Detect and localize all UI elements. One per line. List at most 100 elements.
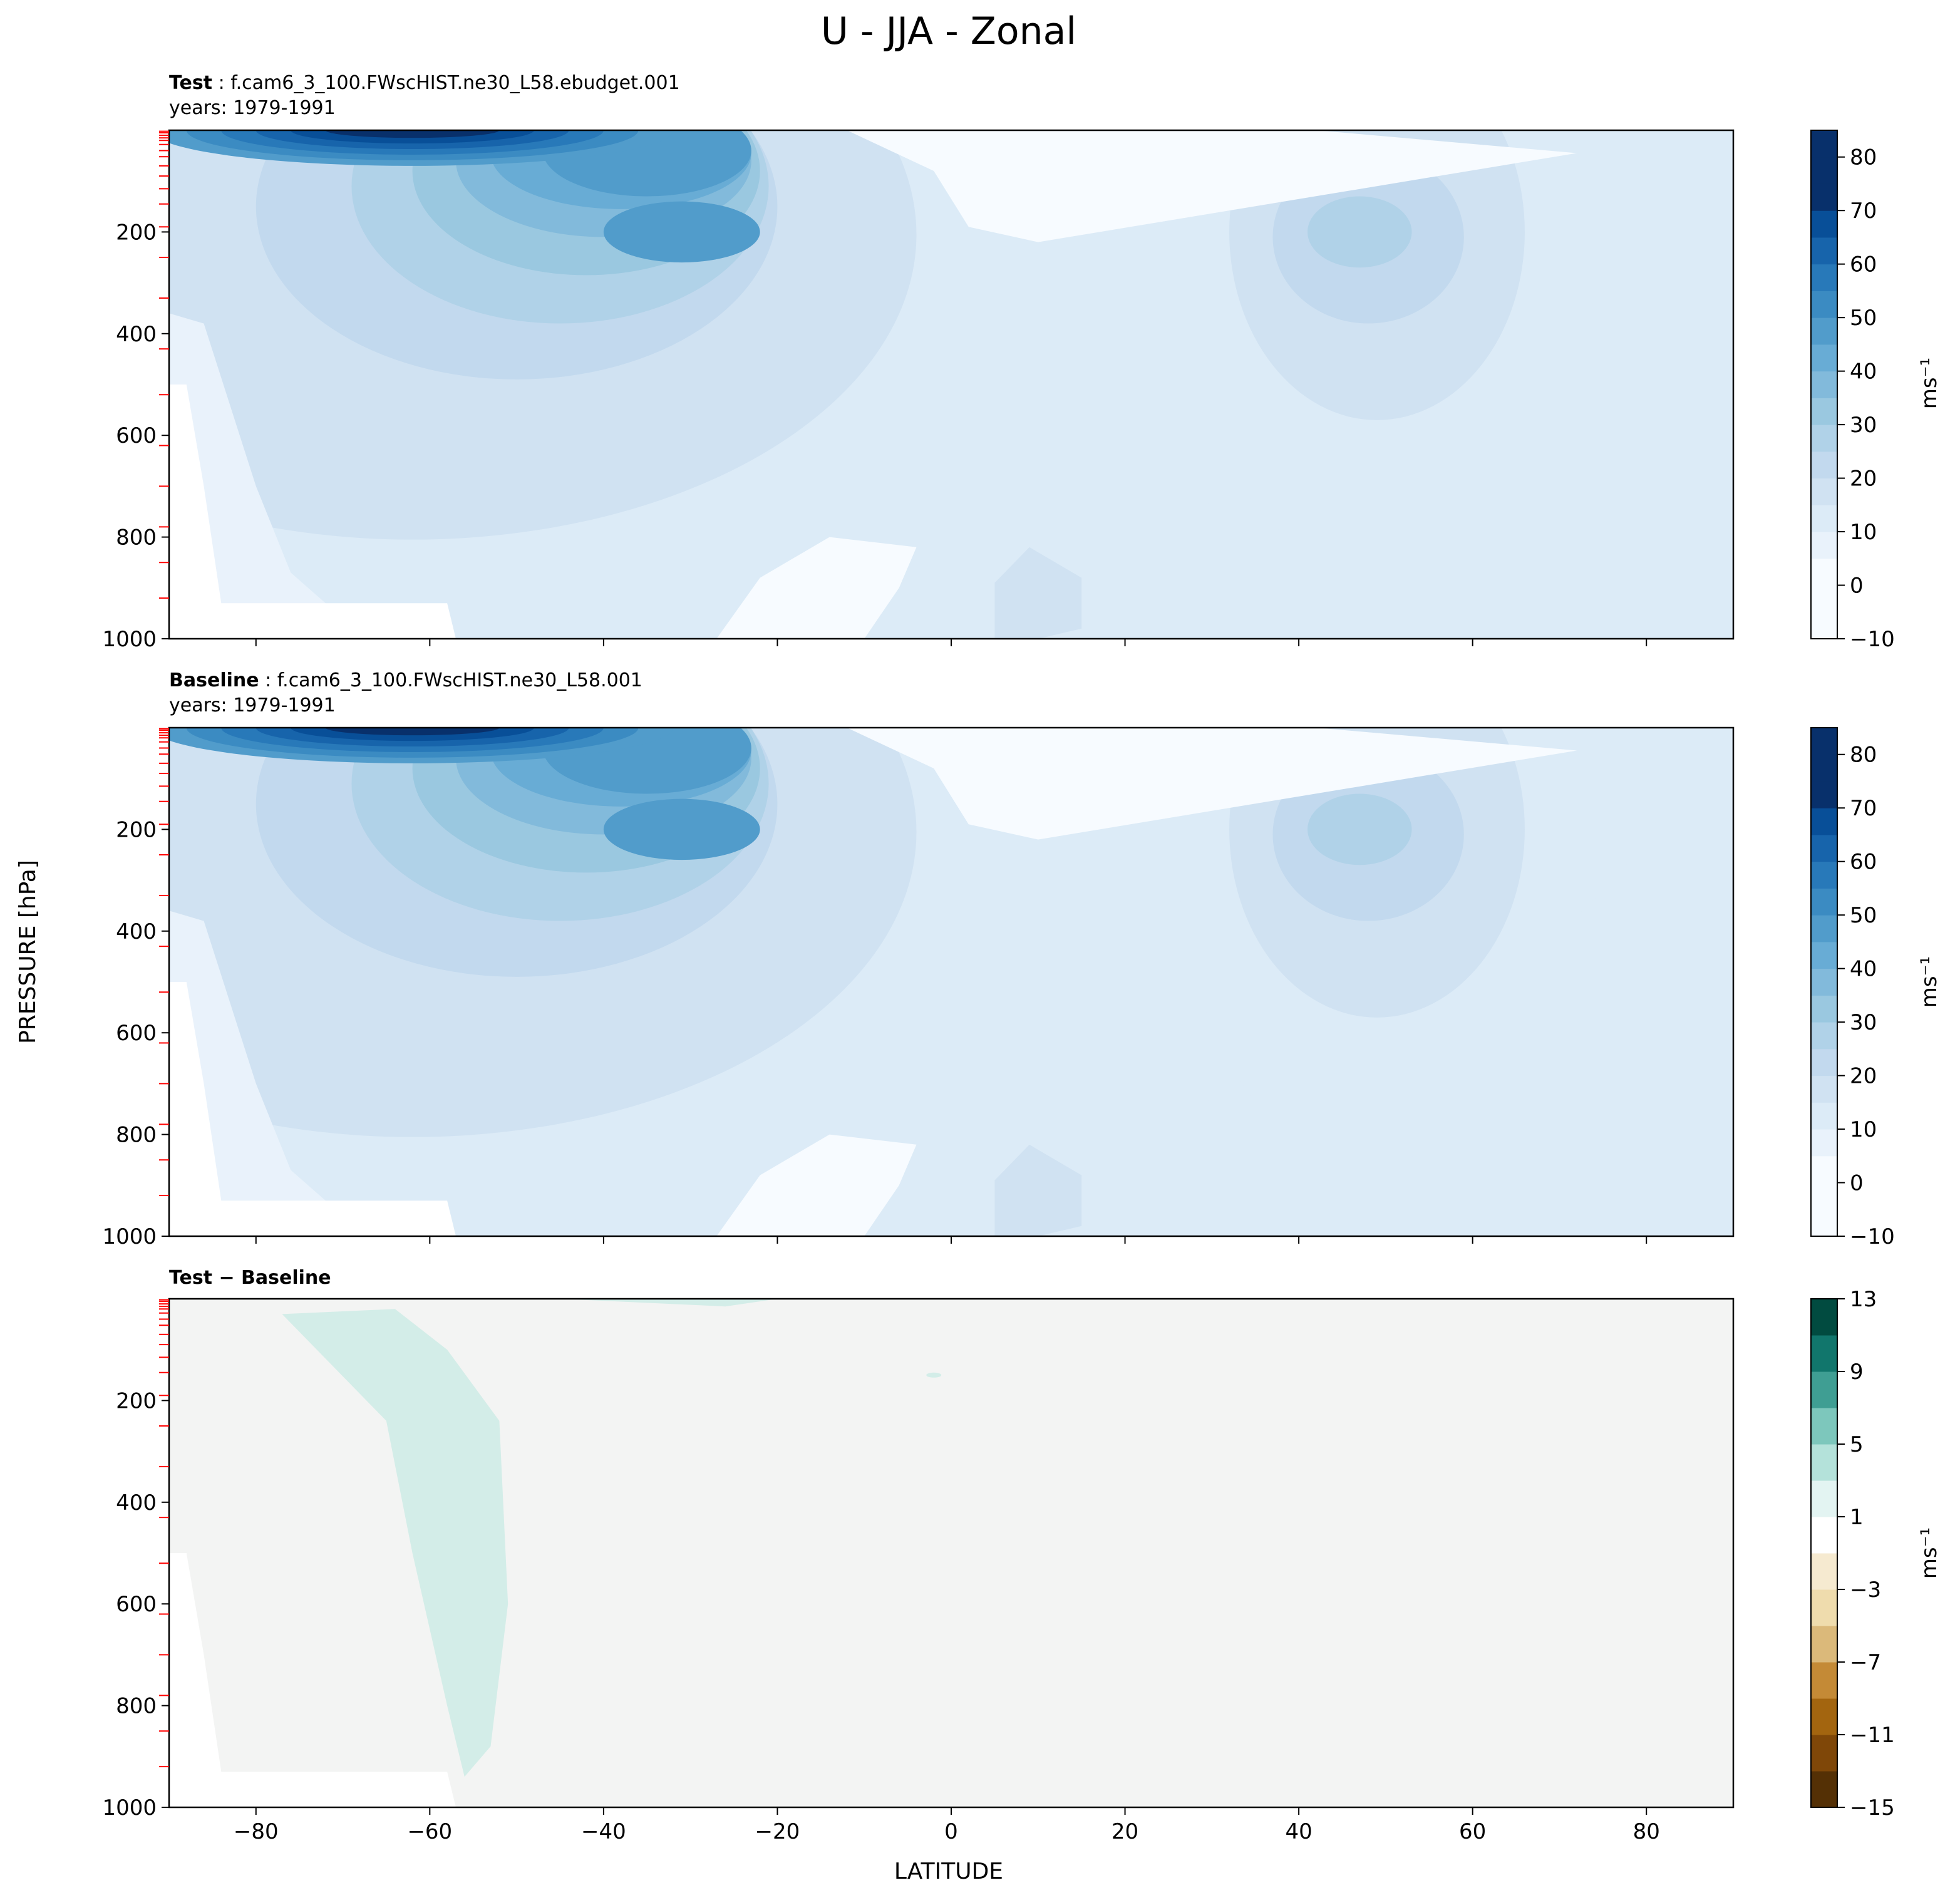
diff-below-surface — [169, 1553, 456, 1807]
colorbar-tick-label: 5 — [1850, 1432, 1864, 1457]
diff-positive-region — [282, 1309, 508, 1777]
x-tick-label: 0 — [944, 1819, 958, 1844]
colorbar-band — [1811, 130, 1837, 158]
x-tick-label: −40 — [581, 1819, 626, 1844]
panel-baseline: Baseline : f.cam6_3_100.FWscHIST.ne30_L5… — [102, 669, 1942, 1249]
x-tick-label: 20 — [1112, 1819, 1138, 1844]
colorbar-band — [1811, 291, 1837, 318]
contour-polar-surface — [169, 911, 456, 1236]
colorbar-band — [1811, 808, 1837, 835]
colorbar-tick-label: 20 — [1850, 467, 1877, 492]
x-tick-label: 60 — [1459, 1819, 1486, 1844]
colorbar-tick-label: 60 — [1850, 252, 1877, 277]
y-tick-label: 1000 — [102, 1224, 157, 1249]
colorbar-band — [1811, 532, 1837, 559]
colorbar-band — [1811, 1022, 1837, 1050]
panel-test-title: Test : f.cam6_3_100.FWscHIST.ne30_L58.eb… — [169, 72, 680, 94]
colorbar-band — [1811, 888, 1837, 916]
colorbar-tick-label: 0 — [1850, 574, 1864, 599]
colorbar-band — [1811, 728, 1837, 755]
colorbar-tick-label: −15 — [1850, 1795, 1895, 1820]
contour-fill-diff — [169, 1299, 1733, 1807]
contour-nh-core — [1307, 196, 1412, 268]
figure-title: U - JJA - Zonal — [821, 9, 1076, 53]
colorbar-band — [1811, 968, 1837, 996]
colorbar-band — [1811, 1589, 1837, 1626]
colorbar-tick-label: 80 — [1850, 743, 1877, 768]
contour-low-westerly — [994, 547, 1082, 639]
contour-upper-jet-5 — [325, 728, 500, 736]
colorbar-band — [1811, 612, 1837, 639]
panel-difference: Test − Baseline ms⁻¹ 2004006008001000−80… — [102, 1267, 1942, 1844]
colorbar-tick-label: 80 — [1850, 145, 1877, 170]
colorbar-tick-label: −10 — [1850, 1224, 1895, 1249]
contour-subtropical-jet — [603, 201, 760, 263]
colorbar-band — [1811, 1698, 1837, 1735]
colorbar-band — [1811, 1102, 1837, 1130]
panel-test: Test : f.cam6_3_100.FWscHIST.ne30_L58.eb… — [102, 72, 1942, 652]
colorbar-band — [1811, 1371, 1837, 1408]
colorbar-band — [1811, 1209, 1837, 1237]
colorbar-tick-label: 30 — [1850, 1010, 1877, 1035]
colorbar-tick-label: 70 — [1850, 199, 1877, 224]
colorbar-band — [1811, 264, 1837, 291]
y-tick-label: 600 — [116, 1592, 157, 1617]
colorbar-band — [1811, 754, 1837, 782]
panel-baseline-years: years: 1979-1991 — [169, 694, 336, 716]
colorbar-difference-label: ms⁻¹ — [1917, 1527, 1942, 1579]
y-tick-label: 200 — [116, 220, 157, 245]
contour-nh-core — [1307, 793, 1412, 865]
colorbar-band — [1811, 781, 1837, 808]
colorbar-tick-label: 20 — [1850, 1064, 1877, 1089]
colorbar-frame — [1810, 727, 1838, 1237]
contour-low-westerly — [994, 1144, 1082, 1236]
panel-baseline-title-bold: Baseline — [169, 669, 259, 691]
y-tick-label: 200 — [116, 1388, 157, 1413]
colorbar-band — [1811, 1129, 1837, 1157]
y-tick-label: 1000 — [102, 1795, 157, 1820]
panel-test-title-rest: : f.cam6_3_100.FWscHIST.ne30_L58.ebudget… — [212, 72, 680, 94]
contour-low-easterly-1 — [716, 1134, 917, 1236]
colorbar-tick-label: −10 — [1850, 627, 1895, 652]
y-tick-label: 1000 — [102, 627, 157, 652]
colorbar-band — [1811, 915, 1837, 942]
colorbar-tick-label: 9 — [1850, 1360, 1864, 1385]
colorbar-test-label: ms⁻¹ — [1917, 358, 1942, 409]
colorbar-band — [1811, 451, 1837, 479]
y-tick-label: 800 — [116, 525, 157, 550]
colorbar-band — [1811, 1771, 1837, 1808]
x-axis-label: LATITUDE — [894, 1859, 1003, 1884]
colorbar-band — [1811, 1075, 1837, 1103]
contour-polar-surface — [169, 313, 456, 639]
contour-easterly-region — [847, 130, 1577, 242]
y-tick-label: 400 — [116, 1490, 157, 1515]
colorbar-tick-label: 60 — [1850, 850, 1877, 875]
colorbar-band — [1811, 1048, 1837, 1076]
colorbar-band — [1811, 344, 1837, 372]
x-tick-label: −60 — [407, 1819, 452, 1844]
colorbar-band — [1811, 157, 1837, 184]
colorbar-band — [1811, 371, 1837, 398]
contour-fill-baseline — [169, 728, 1733, 1236]
colorbar-frame — [1810, 130, 1838, 639]
colorbar-band — [1811, 1517, 1837, 1554]
colorbar-band — [1811, 1444, 1837, 1481]
colorbar-band — [1811, 318, 1837, 345]
colorbar-band — [1811, 1155, 1837, 1184]
diff-positive-top — [560, 1299, 778, 1307]
colorbar-tick-label: 40 — [1850, 957, 1877, 982]
panel-baseline-title: Baseline : f.cam6_3_100.FWscHIST.ne30_L5… — [169, 669, 642, 691]
colorbar-band — [1811, 941, 1837, 969]
colorbar-band — [1811, 1335, 1837, 1372]
contour-below-surface — [169, 982, 456, 1236]
x-tick-label: −80 — [234, 1819, 279, 1844]
colorbar-band — [1811, 210, 1837, 238]
x-tick-label: 40 — [1285, 1819, 1312, 1844]
y-tick-label: 800 — [116, 1694, 157, 1719]
contour-subtropical-jet — [603, 798, 760, 860]
colorbar-band — [1811, 183, 1837, 211]
colorbar-band — [1811, 834, 1837, 862]
contour-upper-jet-5 — [325, 130, 500, 138]
colorbar-baseline-label: ms⁻¹ — [1917, 956, 1942, 1008]
